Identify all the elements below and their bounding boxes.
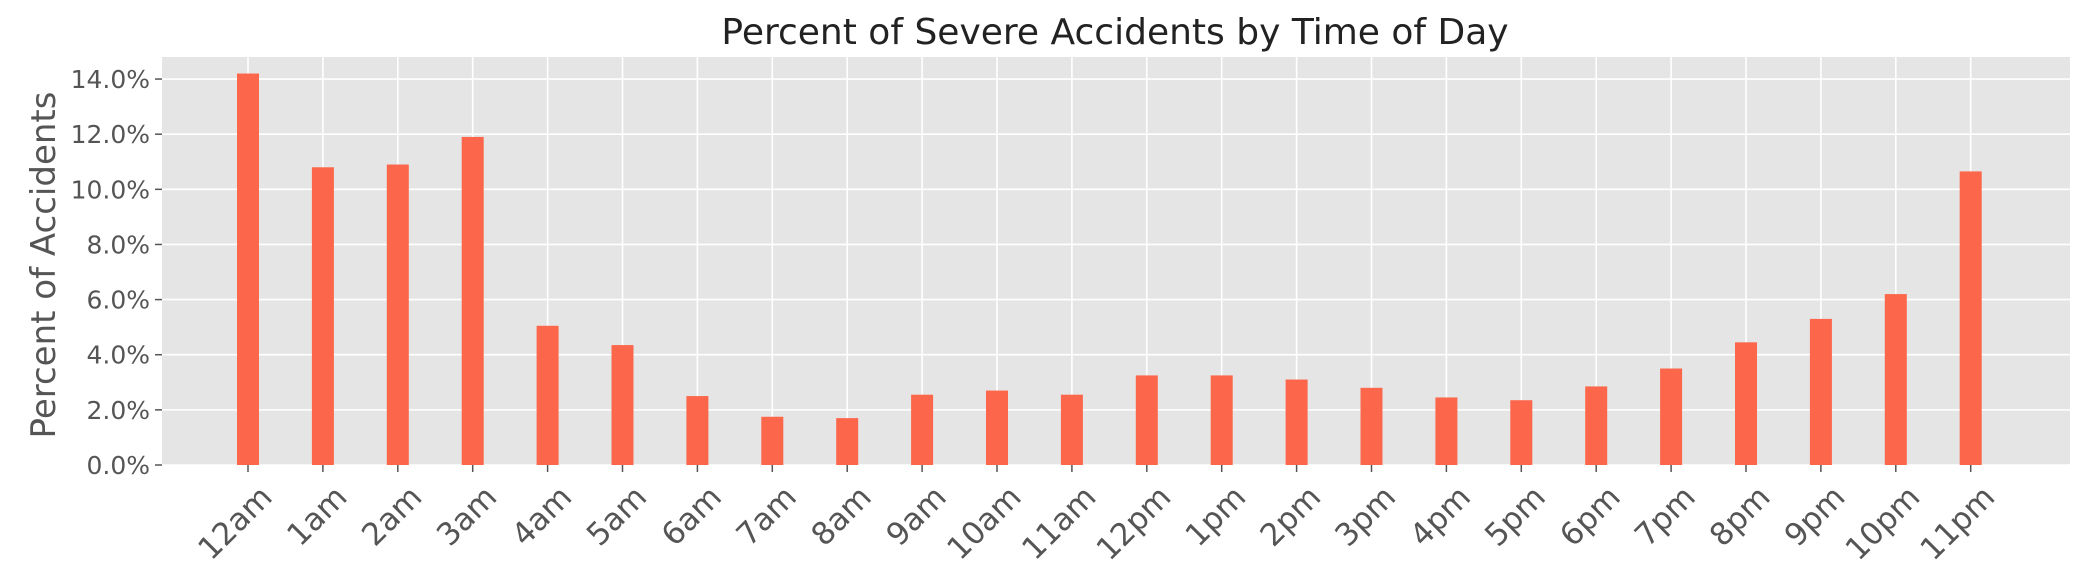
x-tick-label: 11am: [1015, 479, 1103, 567]
x-tick-label: 8pm: [1703, 479, 1778, 554]
x-tick-label: 12am: [191, 479, 279, 567]
y-axis-label: Percent of Accidents: [24, 92, 64, 439]
bar-9am: [911, 394, 934, 465]
x-tick-label: 7pm: [1628, 479, 1703, 554]
bar-6am: [686, 396, 709, 465]
x-tick-label: 1pm: [1179, 479, 1254, 554]
bar-4pm: [1435, 397, 1458, 465]
x-axis: 12am 1am 2am 3am 4am 5am 6am 7am 8am 9am10am11am1…: [191, 465, 2002, 568]
x-tick-label: 2pm: [1253, 479, 1328, 554]
y-tick-label: 0.0%: [86, 451, 150, 480]
bar-5pm: [1510, 400, 1533, 465]
x-tick-label: 7am: [730, 479, 804, 553]
y-tick-label: 12.0%: [71, 120, 150, 149]
bar-2pm: [1285, 379, 1308, 465]
x-tick-label: 4pm: [1403, 479, 1478, 554]
bar-5am: [611, 345, 634, 465]
x-tick-label: 12pm: [1090, 479, 1179, 568]
y-tick-label: 4.0%: [86, 341, 150, 370]
chart-title: Percent of Severe Accidents by Time of D…: [721, 12, 1508, 53]
y-tick-label: 6.0%: [86, 286, 150, 315]
x-tick-label: 5pm: [1478, 479, 1553, 554]
bar-7am: [761, 416, 784, 465]
bar-3pm: [1360, 387, 1383, 465]
bar-10am: [986, 390, 1008, 465]
x-tick-label: 5am: [580, 479, 654, 553]
bar-3am: [461, 136, 484, 465]
y-axis: 0.0% 2.0% 4.0% 6.0% 8.0% 10.0% 12.0% 14.0%: [71, 65, 162, 480]
y-tick-label: 14.0%: [71, 65, 150, 94]
x-tick-label: 6am: [655, 479, 729, 553]
bar-2am: [386, 164, 409, 465]
x-tick-label: 10pm: [1839, 479, 1928, 568]
bar-11pm: [1959, 171, 1982, 466]
bar-10pm: [1884, 294, 1907, 465]
bar-8pm: [1735, 342, 1757, 465]
bar-11am: [1060, 394, 1083, 465]
y-tick-label: 2.0%: [86, 396, 150, 425]
y-tick-label: 8.0%: [86, 230, 150, 259]
bars: [237, 73, 1982, 466]
x-tick-label: 11pm: [1914, 479, 2003, 568]
y-tick-label: 10.0%: [71, 175, 150, 204]
bar-12pm: [1135, 375, 1158, 465]
x-tick-label: 2am: [355, 479, 429, 553]
bar-1pm: [1210, 375, 1233, 465]
plot-area: [162, 57, 2070, 465]
x-tick-label: 10am: [940, 479, 1028, 567]
x-tick-label: 3pm: [1328, 479, 1403, 554]
x-tick-label: 1am: [280, 479, 354, 553]
bar-12am: [237, 73, 259, 466]
x-tick-label: 6pm: [1553, 479, 1628, 554]
bar-9pm: [1809, 318, 1832, 465]
bar-7pm: [1660, 368, 1683, 465]
bar-4am: [536, 325, 559, 465]
x-tick-label: 4am: [505, 479, 579, 553]
x-tick-label: 3am: [430, 479, 504, 553]
x-tick-label: 8am: [805, 479, 879, 553]
bar-1am: [311, 167, 334, 465]
bar-8am: [836, 418, 859, 465]
bar-6pm: [1585, 386, 1608, 465]
